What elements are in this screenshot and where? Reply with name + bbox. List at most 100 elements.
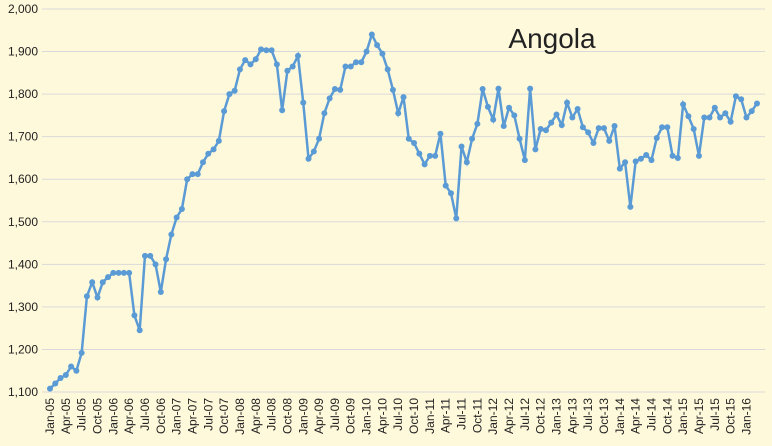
data-point (226, 91, 233, 98)
x-tick-label: Oct-07 (217, 398, 231, 434)
y-tick-label: 1,400 (8, 257, 38, 271)
data-point (600, 125, 607, 132)
data-point (321, 110, 328, 117)
x-tick-label: Apr-12 (502, 398, 516, 434)
data-point (484, 103, 491, 110)
x-tick-label: Jan-06 (106, 398, 120, 435)
data-point (748, 108, 755, 115)
y-tick-label: 1,500 (8, 215, 38, 229)
data-point (690, 126, 697, 133)
data-point (411, 140, 418, 147)
data-point (157, 288, 164, 295)
x-tick-label: Apr-09 (312, 398, 326, 434)
data-point (353, 59, 360, 66)
data-point (632, 158, 639, 165)
y-tick-label: 1,600 (8, 172, 38, 186)
data-point (495, 85, 502, 92)
data-point (62, 371, 69, 378)
data-point (447, 190, 454, 197)
x-tick-label: Jan-10 (360, 398, 374, 435)
data-point (474, 120, 481, 127)
x-tick-label: Oct-08 (280, 398, 294, 434)
x-tick-label: Jan-14 (613, 398, 627, 435)
x-tick-label: Apr-15 (692, 398, 706, 434)
data-point (52, 380, 59, 387)
data-point (695, 152, 702, 159)
data-point (659, 124, 666, 131)
data-point (511, 112, 518, 119)
data-point (611, 123, 618, 130)
data-point (363, 48, 370, 55)
data-point (432, 152, 439, 159)
data-point (184, 176, 191, 183)
data-point (389, 86, 396, 93)
data-point (738, 96, 745, 103)
data-point (521, 157, 528, 164)
data-point (252, 56, 259, 63)
data-point (173, 214, 180, 221)
data-point (152, 261, 159, 268)
x-tick-label: Oct-06 (154, 398, 168, 434)
data-point (57, 374, 64, 381)
y-tick-label: 1,200 (8, 342, 38, 356)
data-point (542, 127, 549, 134)
x-tick-label: Jan-07 (170, 398, 184, 435)
y-tick-label: 1,100 (8, 385, 38, 399)
data-point (221, 108, 228, 115)
y-tick-label: 2,000 (8, 2, 38, 16)
x-tick-label: Oct-13 (597, 398, 611, 434)
data-point (215, 137, 222, 144)
data-point (574, 106, 581, 113)
data-point (548, 119, 555, 126)
data-point (637, 155, 644, 162)
x-tick-label: Oct-09 (344, 398, 358, 434)
data-point (263, 47, 270, 54)
data-point (247, 61, 254, 68)
data-point (627, 203, 634, 210)
data-point (569, 114, 576, 121)
x-tick-label: Apr-11 (439, 398, 453, 433)
data-point (236, 66, 243, 73)
plot: Jan-05 Apr-05 Jul-05 Oct-05 Jan-06 Apr-06 Jul-… (43, 31, 760, 435)
data-point (379, 50, 386, 57)
data-point (300, 99, 307, 106)
x-tick-label: Apr-07 (185, 398, 199, 434)
x-tick-label: Apr-06 (122, 398, 136, 434)
data-point (590, 140, 597, 147)
data-point (347, 63, 354, 70)
x-tick-label: Apr-14 (629, 398, 643, 434)
data-point (289, 63, 296, 70)
data-point (437, 130, 444, 137)
data-point (653, 134, 660, 141)
data-point (268, 47, 275, 54)
x-tick-label: Jul-09 (328, 398, 342, 431)
y-tick-label: 1,800 (8, 87, 38, 101)
data-point (717, 114, 724, 121)
data-point (68, 363, 75, 370)
data-point (674, 154, 681, 161)
x-tick-label: Oct-15 (724, 398, 738, 434)
data-point (479, 86, 486, 93)
x-tick-label: Jul-13 (581, 398, 595, 431)
data-point (326, 95, 333, 102)
data-point (105, 274, 112, 281)
x-tick-label: Oct-14 (660, 398, 674, 434)
data-point (163, 256, 170, 263)
data-point (648, 157, 655, 164)
data-point (89, 279, 96, 286)
data-point (115, 269, 122, 276)
data-point (210, 146, 217, 153)
data-point (516, 135, 523, 142)
x-tick-label: Jul-15 (708, 398, 722, 431)
data-point (669, 152, 676, 159)
data-point (47, 385, 53, 392)
data-point (453, 215, 460, 222)
data-point (120, 269, 127, 276)
x-tick-label: Jul-14 (644, 398, 658, 431)
data-point (94, 294, 101, 301)
data-point (200, 159, 207, 166)
x-tick-label: Jan-09 (296, 398, 310, 435)
data-point (532, 146, 539, 153)
data-point (426, 152, 433, 159)
x-tick-label: Oct-12 (534, 398, 548, 434)
